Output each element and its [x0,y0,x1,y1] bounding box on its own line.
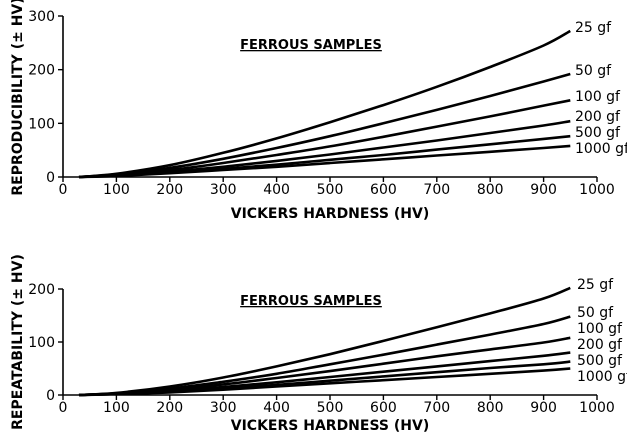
x-tick-label: 600 [370,182,397,198]
series-label: 50 gf [575,63,612,79]
series-label: 200 gf [575,109,621,125]
x-tick-label: 1000 [579,400,615,416]
y-tick-label: 0 [46,388,55,404]
x-tick-label: 100 [103,182,130,198]
chart-title: FERROUS SAMPLES [240,38,382,53]
x-tick-label: 800 [477,182,504,198]
series-line-1000-gf [78,144,571,179]
x-tick-label: 200 [156,400,183,416]
x-tick-label: 0 [59,182,68,198]
y-tick-label: 100 [28,335,55,351]
chart-title: FERROUS SAMPLES [240,294,382,309]
series-label: 1000 gf [577,369,627,385]
y-tick-label: 100 [28,116,55,132]
y-tick-label: 200 [28,282,55,298]
x-tick-label: 100 [103,400,130,416]
series-label: 100 gf [577,321,623,337]
x-tick-label: 500 [317,182,344,198]
series-label: 1000 gf [575,141,627,157]
x-tick-label: 800 [477,400,504,416]
x-tick-label: 700 [423,182,450,198]
x-tick-label: 500 [317,400,344,416]
series-line-25-gf [78,29,571,179]
x-tick-label: 300 [210,400,237,416]
series-label: 25 gf [577,277,614,293]
y-axis-title: REPRODUCIBILITY (± HV) [10,0,26,196]
series-label: 500 gf [577,353,623,369]
series-label: 100 gf [575,89,621,105]
x-tick-label: 900 [530,400,557,416]
reproducibility-chart-panel: 0 100 200 300 400 500 600 700 800 900 1000 0 100 200 3… [10,0,627,222]
series-label: 50 gf [577,305,614,321]
x-axis-title: VICKERS HARDNESS (HV) [231,418,429,434]
y-tick-label: 300 [28,9,55,25]
x-tick-label: 200 [156,182,183,198]
x-tick-label: 1000 [579,182,615,198]
series-label: 500 gf [575,125,621,141]
x-tick-label: 400 [263,400,290,416]
y-tick-label: 0 [46,170,55,186]
y-tick-label: 200 [28,63,55,79]
series-label: 200 gf [577,337,623,353]
x-tick-label: 900 [530,182,557,198]
series-label: 25 gf [575,20,612,36]
x-axis-title: VICKERS HARDNESS (HV) [231,206,429,222]
x-tick-label: 400 [263,182,290,198]
x-tick-label: 300 [210,182,237,198]
series-line-1000-gf [78,367,571,397]
x-tick-label: 700 [423,400,450,416]
series-line-25-gf [78,286,571,397]
y-axis-title: REPEATABILITY (± HV) [10,254,26,430]
series-line-50-gf [78,72,571,179]
x-tick-label: 600 [370,400,397,416]
x-tick-label: 0 [59,400,68,416]
repeatability-chart-panel: 0 100 200 300 400 500 600 700 800 900 1000 0 100 200 F… [10,254,627,434]
